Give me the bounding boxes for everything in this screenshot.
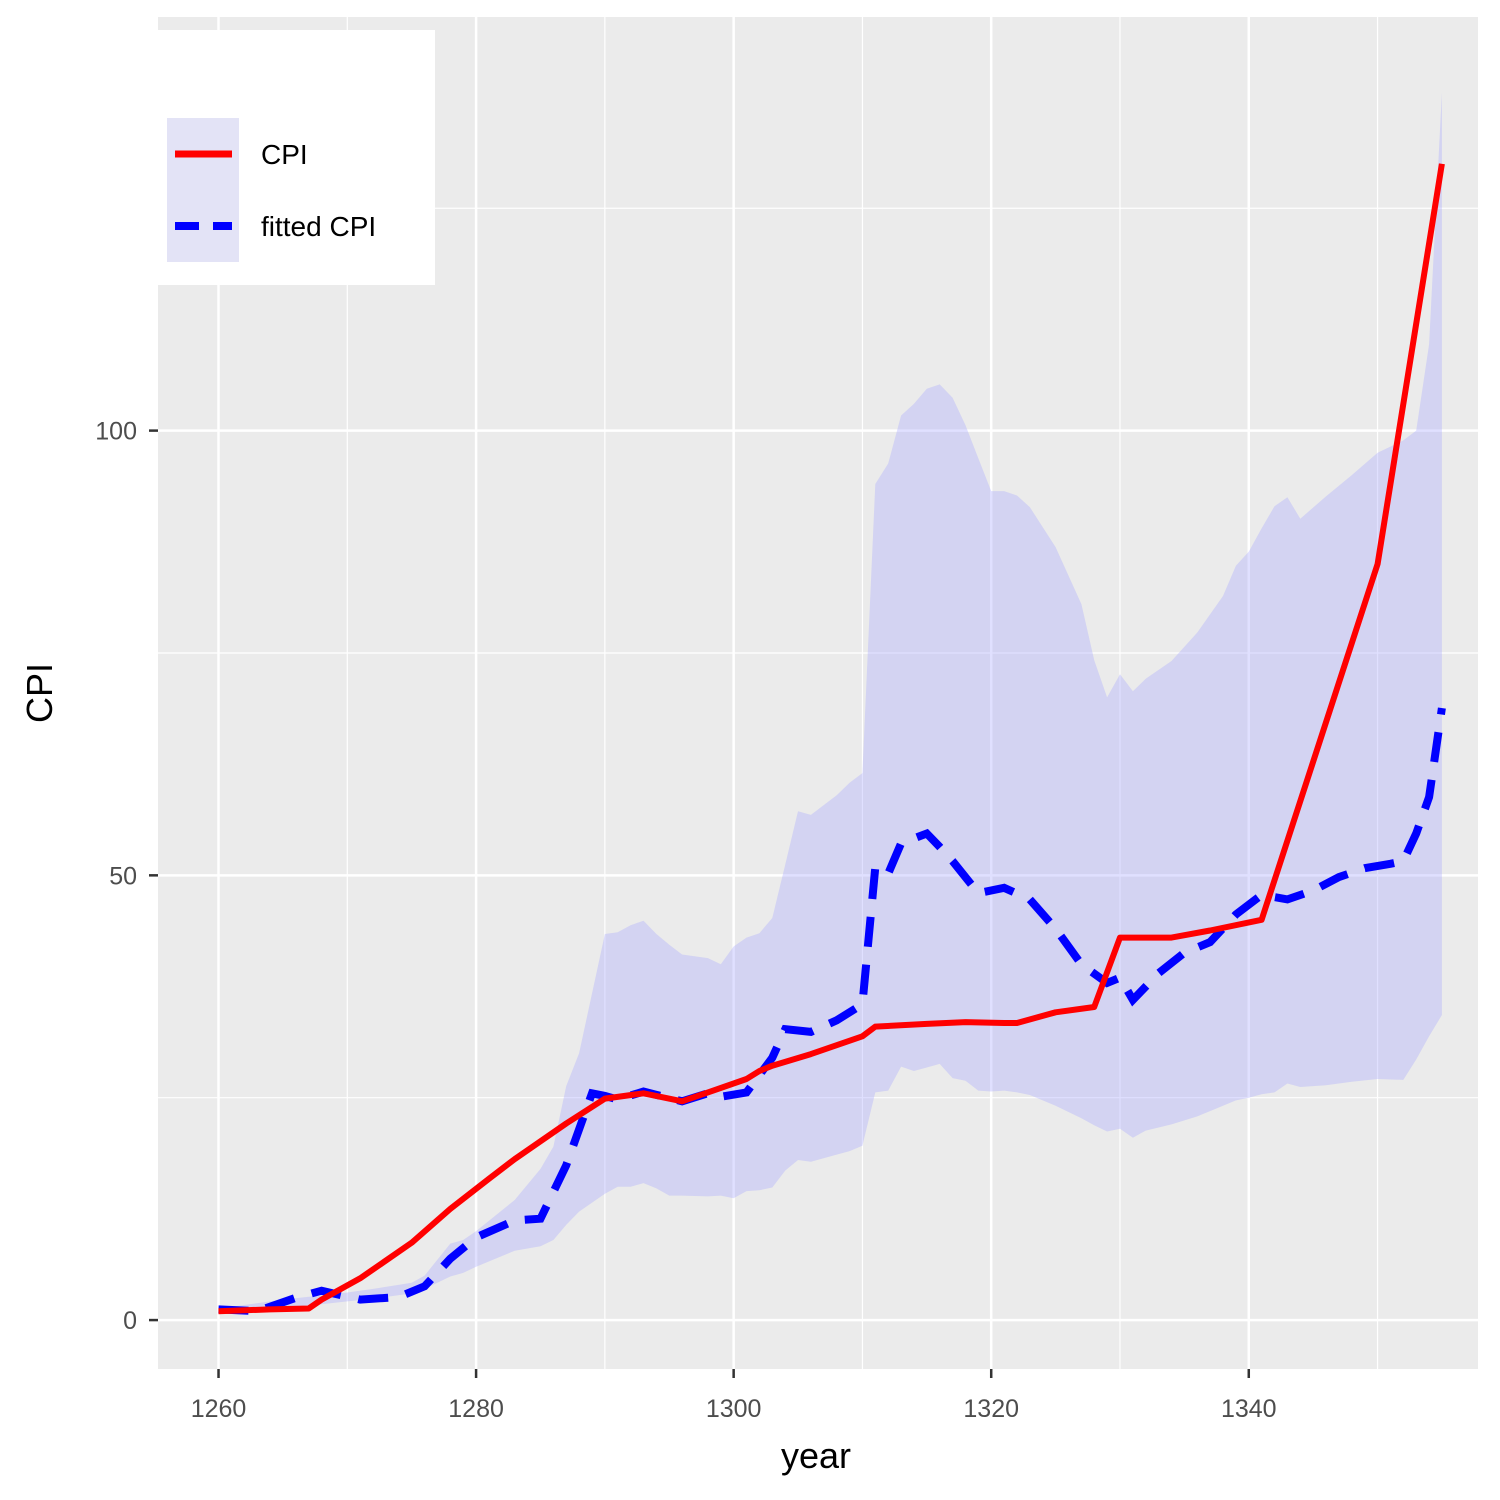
y-tick-label: 50	[109, 862, 137, 890]
x-tick-label: 1280	[448, 1395, 504, 1423]
y-tick-label: 100	[95, 418, 137, 446]
confidence-band	[218, 92, 1442, 1313]
x-axis: 1260 1280 1300 1320 1340	[191, 1369, 1277, 1423]
x-tick-label: 1300	[706, 1395, 762, 1423]
cpi-line	[218, 163, 1445, 1315]
legend-label-cpi: CPI	[261, 139, 308, 170]
x-tick-label: 1340	[1221, 1395, 1277, 1423]
x-tick-label: 1320	[963, 1395, 1019, 1423]
y-axis-title: CPI	[19, 663, 60, 723]
legend: CPI fitted CPI	[158, 30, 435, 285]
y-tick-label: 0	[123, 1307, 137, 1335]
x-axis-title: year	[781, 1435, 851, 1476]
fitted-cpi-line	[218, 707, 1446, 1316]
x-tick-label: 1260	[191, 1395, 247, 1423]
legend-label-fitted-cpi: fitted CPI	[261, 211, 376, 242]
y-axis: 0 50 100	[95, 418, 158, 1335]
major-gridlines	[158, 17, 1478, 1369]
